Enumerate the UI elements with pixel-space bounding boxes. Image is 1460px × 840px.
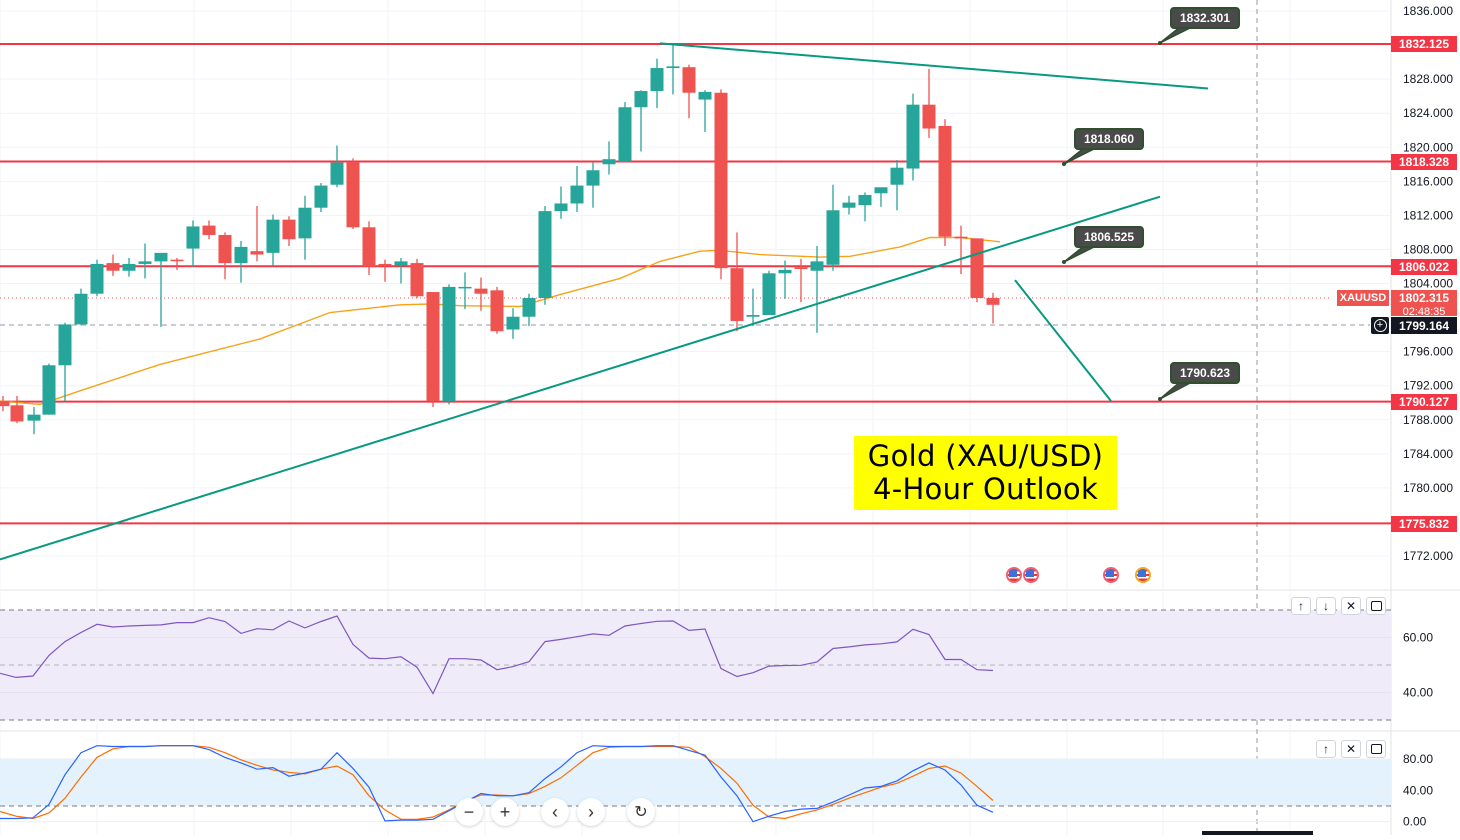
level-tag-1818: 1818.328 [1391, 154, 1457, 170]
bar-countdown: 02:48:35 [1402, 306, 1446, 316]
callout-label: 1818.060 [1083, 132, 1135, 146]
rsi-maximize-button[interactable] [1366, 597, 1386, 615]
plus-circle-icon: + [1373, 319, 1387, 332]
rsi-tick: 60.00 [1403, 631, 1433, 645]
rsi-line [0, 615, 994, 695]
scroll-right-button[interactable]: › [577, 798, 605, 826]
zoom-in-button[interactable]: + [491, 798, 519, 826]
price-tick: 1784.000 [1403, 447, 1453, 461]
last-price: 1802.315 [1398, 291, 1450, 305]
price-tick: 1772.000 [1403, 549, 1453, 563]
rsi-tick: 40.00 [1403, 686, 1433, 700]
price-tick: 1824.000 [1403, 106, 1453, 120]
maximize-icon [1370, 601, 1382, 611]
price-tick: 1812.000 [1403, 208, 1453, 222]
price-tick: 1804.000 [1403, 277, 1453, 291]
stoch-k-line [0, 745, 994, 823]
level-tag-1790: 1790.127 [1391, 394, 1457, 410]
symbol-tag: XAUUSD [1337, 290, 1389, 306]
level-tag-1832: 1832.125 [1391, 36, 1457, 52]
crosshair-price-tag: 1799.164 [1391, 317, 1457, 334]
rsi-move-up-button[interactable]: ↑ [1291, 597, 1311, 615]
candles [0, 43, 1000, 435]
price-tick: 1816.000 [1403, 174, 1453, 188]
stoch-close-button[interactable]: ✕ [1341, 740, 1361, 758]
title-line-1: Gold (XAU/USD) [867, 439, 1104, 473]
chart-title-box: Gold (XAU/USD) 4-Hour Outlook [854, 436, 1117, 510]
price-tick: 1828.000 [1403, 72, 1453, 86]
scroll-left-button[interactable]: ‹ [541, 798, 569, 826]
maximize-icon [1370, 744, 1382, 754]
price-tick: 1780.000 [1403, 481, 1453, 495]
callout-1806[interactable]: 1806.525 [1074, 226, 1144, 248]
price-tick: 1820.000 [1403, 140, 1453, 154]
level-tag-1775: 1775.832 [1391, 516, 1457, 532]
moving-average-line [0, 236, 1001, 406]
callout-label: 1806.525 [1083, 230, 1135, 244]
last-price-tag: 1802.315 02:48:35 [1391, 290, 1457, 316]
title-line-2: 4-Hour Outlook [872, 472, 1099, 506]
stoch-tick: 80.00 [1403, 752, 1433, 766]
level-tag-1806: 1806.022 [1391, 259, 1457, 275]
plus-icon: + [499, 801, 511, 822]
us-event-flag-icon[interactable] [1135, 567, 1151, 583]
stoch-move-up-button[interactable]: ↑ [1316, 740, 1336, 758]
callout-1790[interactable]: 1790.623 [1170, 362, 1240, 384]
reset-icon: ↻ [634, 804, 648, 821]
price-tick: 1808.000 [1403, 242, 1453, 256]
callout-1818[interactable]: 1818.060 [1074, 128, 1144, 150]
callout-1832[interactable]: 1832.301 [1170, 7, 1240, 29]
price-axis[interactable]: 1836.000 1828.000 1824.000 1820.000 1816.000… [1403, 4, 1453, 563]
stoch-tick: 40.00 [1403, 783, 1433, 797]
us-event-flag-icon[interactable] [1103, 567, 1119, 583]
callout-label: 1790.623 [1179, 366, 1231, 380]
trendline-upper-resistance[interactable] [659, 42, 1209, 90]
rsi-move-down-button[interactable]: ↓ [1316, 597, 1336, 615]
zoom-out-button[interactable]: − [455, 798, 483, 826]
chevron-left-icon: ‹ [552, 801, 558, 822]
stoch-tick: 0.00 [1403, 815, 1427, 829]
price-tick: 1796.000 [1403, 345, 1453, 359]
chevron-right-icon: › [588, 801, 594, 822]
us-event-flag-icon[interactable] [1006, 567, 1022, 583]
minus-icon: − [463, 801, 475, 822]
rsi-close-button[interactable]: ✕ [1341, 597, 1361, 615]
price-tick: 1836.000 [1403, 4, 1453, 18]
callout-label: 1832.301 [1179, 11, 1231, 25]
time-scale-thumb[interactable] [1202, 831, 1313, 835]
trendline-ascending-support[interactable] [0, 195, 1161, 561]
stoch-maximize-button[interactable] [1366, 740, 1386, 758]
price-tick: 1792.000 [1403, 379, 1453, 393]
reset-chart-button[interactable]: ↻ [627, 798, 655, 826]
price-tick: 1788.000 [1403, 413, 1453, 427]
crosshair-add-button[interactable]: + [1371, 317, 1389, 334]
us-event-flag-icon[interactable] [1023, 567, 1039, 583]
trendline-projection[interactable] [1014, 279, 1112, 402]
